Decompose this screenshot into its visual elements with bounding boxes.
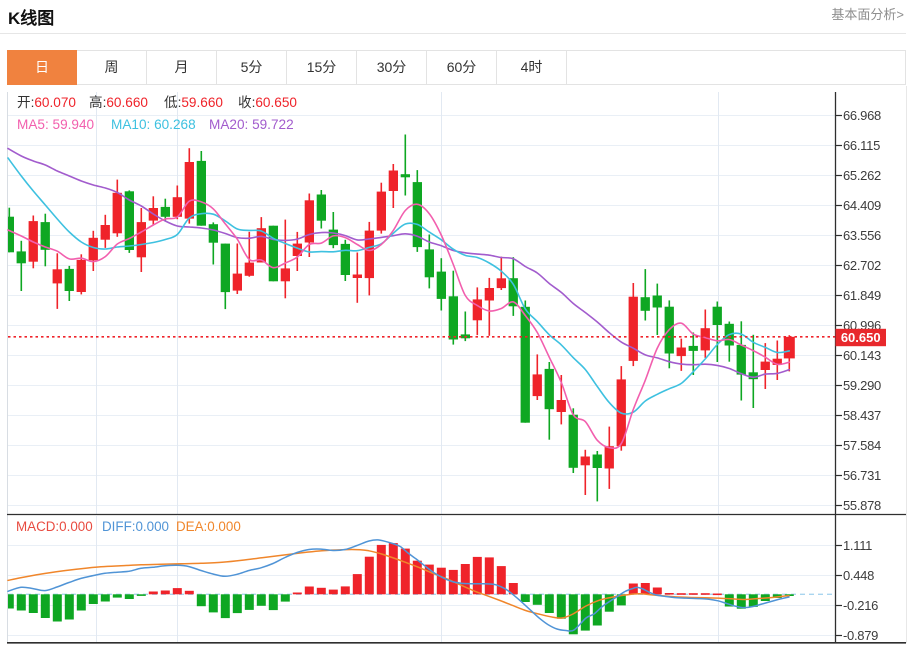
- svg-text:66.968: 66.968: [843, 108, 881, 123]
- svg-text:65.262: 65.262: [843, 168, 881, 183]
- svg-text:-0.216: -0.216: [843, 598, 878, 613]
- svg-text:57.584: 57.584: [843, 438, 881, 453]
- svg-text:64.409: 64.409: [843, 198, 881, 213]
- svg-text:60.143: 60.143: [843, 348, 881, 363]
- svg-text:66.115: 66.115: [843, 138, 880, 153]
- svg-text:56.731: 56.731: [843, 468, 881, 483]
- svg-text:59.290: 59.290: [843, 378, 881, 393]
- svg-text:1.111: 1.111: [843, 538, 872, 553]
- svg-text:0.448: 0.448: [843, 568, 874, 583]
- svg-text:55.878: 55.878: [843, 498, 881, 513]
- svg-text:60.650: 60.650: [841, 330, 881, 345]
- svg-text:58.437: 58.437: [843, 408, 881, 423]
- svg-text:62.702: 62.702: [843, 258, 881, 273]
- svg-text:63.556: 63.556: [843, 228, 881, 243]
- svg-text:-0.879: -0.879: [843, 628, 878, 643]
- svg-text:61.849: 61.849: [843, 288, 881, 303]
